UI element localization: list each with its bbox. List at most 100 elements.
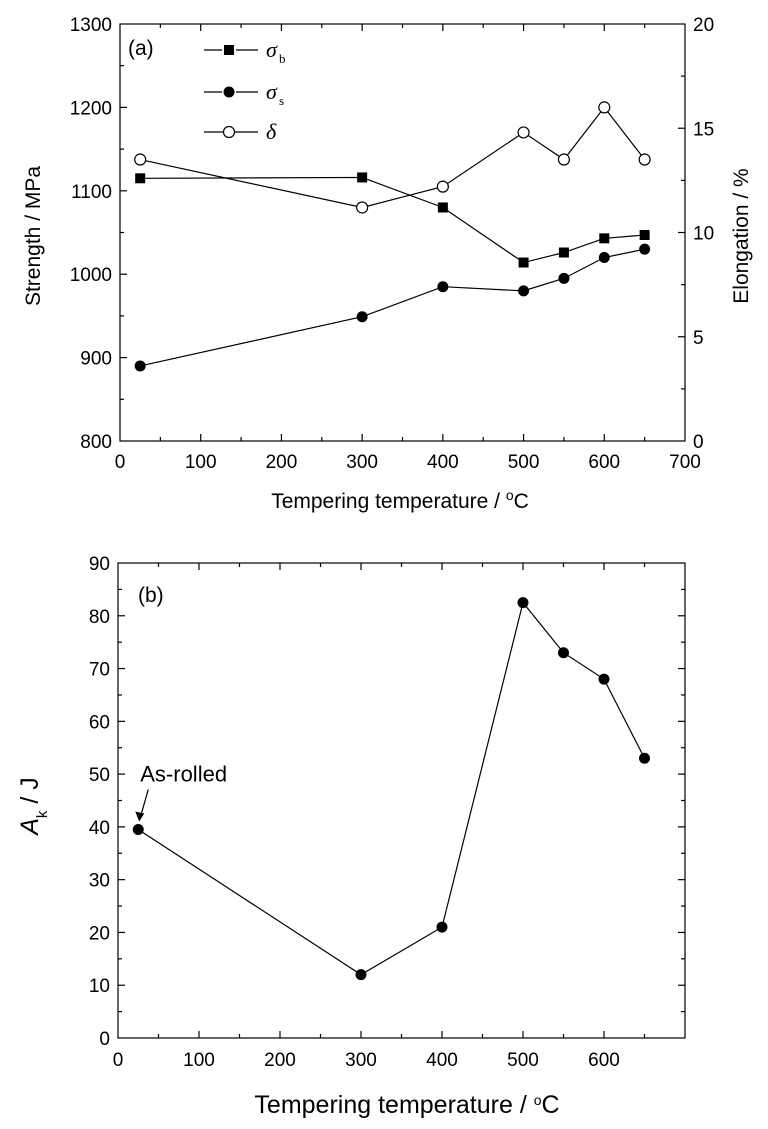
y2-tick-label-a: 10 [693,224,714,245]
legend-a: σ bσ sδ [204,37,286,144]
y2-tick-label-a: 0 [693,432,704,453]
legend-label-sub: s [279,93,284,108]
degree-sup: o [534,1092,542,1108]
data-point [355,969,367,981]
series-1-b [132,597,650,981]
series-line [140,176,645,264]
data-point [437,202,448,213]
annotation-text: As-rolled [140,762,227,787]
y-tick-label-b: 50 [89,765,110,786]
data-point [357,172,368,183]
y2-axis-label-a: Elongation / % [730,168,753,303]
legend-label: σ [266,79,278,104]
data-point [132,824,144,836]
legend-marker [224,45,234,55]
data-point [639,752,650,764]
x-tick-label-a: 0 [115,452,126,473]
legend-label: δ [266,119,277,144]
y-tick-label-b: 70 [89,660,110,681]
x-tick-label-a: 100 [185,452,217,473]
series-3-a [134,101,651,214]
data-point [518,257,529,268]
series-a [134,101,651,372]
data-point [356,311,368,323]
data-point [639,243,651,255]
panel-label-a: (a) [128,37,154,60]
plot-frame-a [119,23,686,442]
y2-tick-label-a: 5 [693,328,704,349]
x-axis-label-b: Tempering temperature / oC [254,1091,559,1119]
panel-a: 0 100 200 300 400 500 600 700800900100011001200… [22,15,753,513]
x-tick-label-b: 600 [588,1050,620,1071]
y-axis-label-sub-b: k [34,810,51,818]
x-tick-label-a: 200 [266,452,298,473]
y-axis-label-unit-b: / J [16,777,44,810]
data-point [356,201,369,214]
panel-b: 0 100 200 300 400 500 600 0 10 20 30 40 50 60 70 80 90 (… [16,554,686,1119]
data-point [598,101,611,114]
ticks-b: 0 100 200 300 400 500 600 0 10 20 30 40 50 60 70 80 90 [89,554,685,1071]
y-tick-label-a: 1300 [70,15,112,36]
data-point [134,153,147,166]
data-point [517,126,530,139]
x-tick-label-a: 500 [508,452,540,473]
unit-letter: C [514,490,529,513]
x-tick-label-b: 200 [264,1050,296,1071]
ticks-a: 0 100 200 300 400 500 600 700800900100011001200… [70,15,714,473]
data-point [639,230,650,241]
series-1-a [135,172,650,268]
data-point [599,233,610,244]
panel-label-b: (b) [138,584,164,607]
y-tick-label-a: 1100 [71,182,112,203]
series-2-a [134,243,651,372]
y-tick-label-b: 90 [89,554,110,575]
data-point [436,921,448,933]
legend-label: σ [266,37,278,62]
x-tick-label-b: 0 [113,1050,124,1071]
x-tick-label-b: 300 [345,1050,377,1071]
y-tick-label-a: 1000 [70,265,112,286]
degree-sup: o [506,487,514,503]
data-point [638,153,651,166]
x-axis-label-a: Tempering temperature / oC [271,487,529,513]
x-tick-label-b: 400 [426,1050,458,1071]
series-line [140,248,645,367]
data-point [558,247,569,258]
y2-tick-label-a: 20 [693,15,714,36]
x-tick-label-b: 500 [507,1050,539,1071]
x-tick-label-a: 700 [669,452,701,473]
y-tick-label-b: 10 [89,976,110,997]
annotation-arrow-line [139,789,149,818]
annotation-arrow-head [135,811,145,822]
data-point [558,272,570,284]
x-tick-label-a: 300 [346,452,378,473]
y-tick-label-b: 20 [89,923,110,944]
legend-marker [223,86,235,98]
y-tick-label-b: 30 [89,871,110,892]
data-point [517,597,529,609]
x-tick-label-a: 400 [427,452,459,473]
x-axis-unit-b: oC [534,1091,560,1119]
y-tick-label-a: 800 [80,432,112,453]
annotation-as-rolled: As-rolled [135,762,227,822]
x-tick-label-b: 100 [183,1050,215,1071]
data-point [437,281,449,293]
y-tick-label-b: 80 [89,607,110,628]
legend-entry-3: δ [204,119,277,144]
x-tick-label-a: 600 [588,452,620,473]
data-point [436,180,449,193]
y-tick-label-b: 0 [99,1029,110,1050]
y-tick-label-a: 1200 [70,98,112,119]
y-axis-label-a: Strength / MPa [22,166,45,306]
data-point [558,647,569,659]
unit-letter: C [542,1091,560,1119]
y2-tick-label-a: 15 [693,119,714,140]
data-point [557,153,571,166]
data-point [135,173,146,184]
legend-label-sub: b [279,51,286,66]
series-line [137,601,646,976]
y-tick-label-b: 40 [89,818,110,839]
